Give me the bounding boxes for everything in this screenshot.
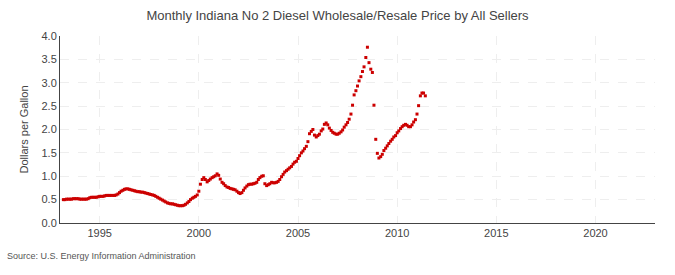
- svg-text:Source: U.S. Energy Informatio: Source: U.S. Energy Information Administ…: [7, 251, 196, 261]
- svg-text:2015: 2015: [484, 227, 508, 239]
- svg-text:2.5: 2.5: [42, 100, 57, 112]
- svg-text:1.0: 1.0: [42, 170, 57, 182]
- svg-text:0.5: 0.5: [42, 193, 57, 205]
- svg-text:4.0: 4.0: [42, 30, 57, 42]
- svg-text:2005: 2005: [286, 227, 310, 239]
- svg-text:1.5: 1.5: [42, 147, 57, 159]
- svg-text:2.0: 2.0: [42, 123, 57, 135]
- svg-text:3.5: 3.5: [42, 53, 57, 65]
- svg-text:1995: 1995: [87, 227, 111, 239]
- svg-text:3.0: 3.0: [42, 77, 57, 89]
- svg-text:2010: 2010: [385, 227, 409, 239]
- svg-text:Monthly Indiana No 2 Diesel Wh: Monthly Indiana No 2 Diesel Wholesale/Re…: [146, 8, 529, 23]
- svg-text:Dollars per Gallon: Dollars per Gallon: [18, 85, 30, 173]
- svg-text:2020: 2020: [583, 227, 607, 239]
- svg-text:2000: 2000: [187, 227, 211, 239]
- svg-text:0.0: 0.0: [42, 217, 57, 229]
